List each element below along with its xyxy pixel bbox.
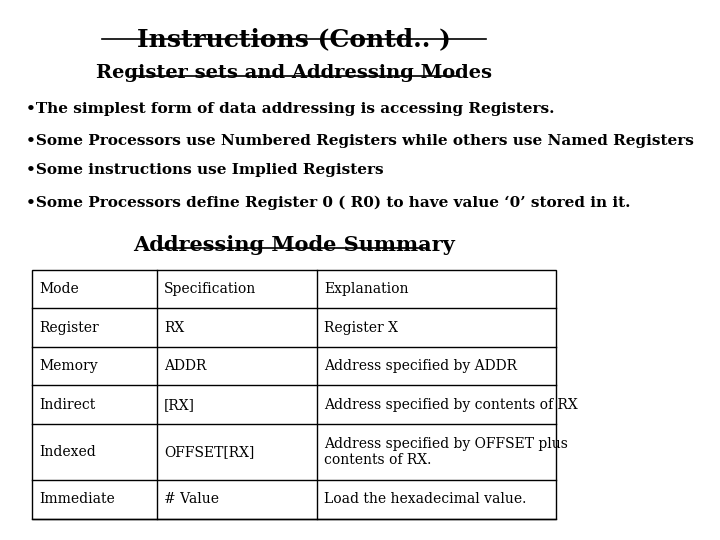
Text: Immediate: Immediate (39, 492, 114, 507)
Text: # Value: # Value (164, 492, 219, 507)
Text: [RX]: [RX] (164, 397, 195, 411)
Text: Specification: Specification (164, 282, 256, 296)
Text: Indexed: Indexed (39, 445, 96, 459)
Text: •Some instructions use Implied Registers: •Some instructions use Implied Registers (26, 163, 384, 177)
Text: Register X: Register X (324, 321, 398, 335)
Text: RX: RX (164, 321, 184, 335)
Text: Explanation: Explanation (324, 282, 409, 296)
Text: Instructions (Contd.. ): Instructions (Contd.. ) (137, 27, 451, 51)
Text: OFFSET[RX]: OFFSET[RX] (164, 445, 254, 459)
Text: •Some Processors define Register 0 ( R0) to have value ‘0’ stored in it.: •Some Processors define Register 0 ( R0)… (26, 195, 631, 210)
Text: ADDR: ADDR (164, 359, 207, 373)
Text: Addressing Mode Summary: Addressing Mode Summary (133, 235, 455, 255)
Text: Load the hexadecimal value.: Load the hexadecimal value. (324, 492, 526, 507)
Text: •Some Processors use Numbered Registers while others use Named Registers: •Some Processors use Numbered Registers … (26, 134, 694, 148)
Text: Indirect: Indirect (39, 397, 95, 411)
Text: Address specified by ADDR: Address specified by ADDR (324, 359, 517, 373)
Bar (32, 270, 556, 518)
Text: Address specified by OFFSET plus
contents of RX.: Address specified by OFFSET plus content… (324, 437, 568, 467)
Text: Address specified by contents of RX: Address specified by contents of RX (324, 397, 578, 411)
Text: Mode: Mode (39, 282, 78, 296)
Text: Register: Register (39, 321, 99, 335)
Text: •The simplest form of data addressing is accessing Registers.: •The simplest form of data addressing is… (26, 102, 554, 116)
Text: Register sets and Addressing Modes: Register sets and Addressing Modes (96, 64, 492, 82)
Text: Memory: Memory (39, 359, 97, 373)
